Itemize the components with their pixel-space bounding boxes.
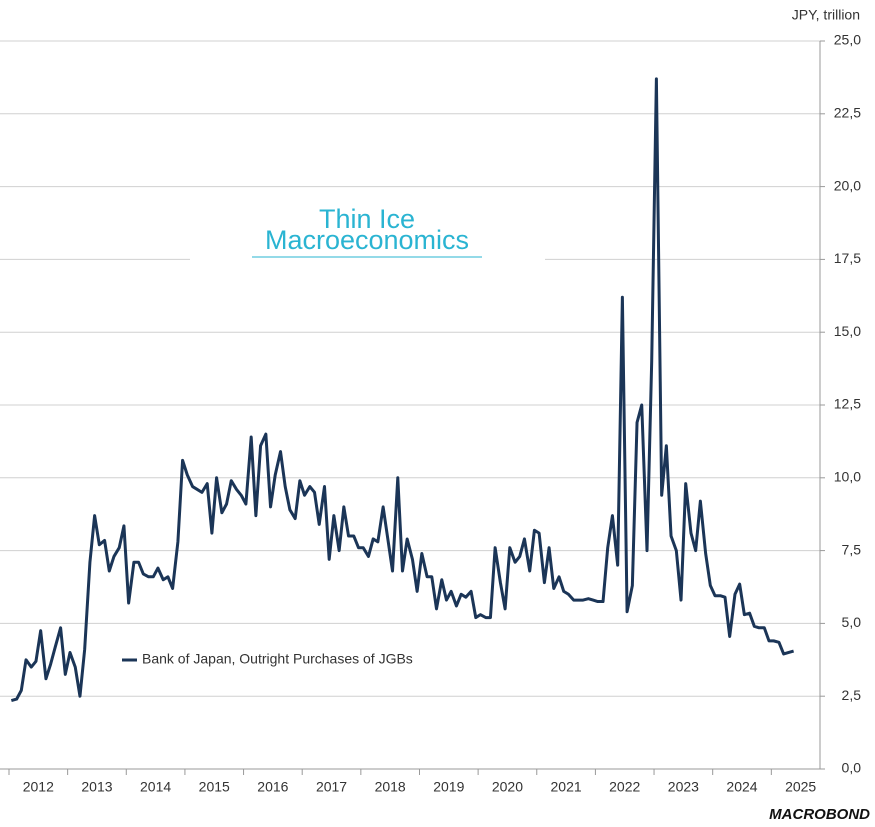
x-tick-label: 2024 xyxy=(726,779,757,795)
y-tick-label: 10,0 xyxy=(834,469,861,485)
x-tick-label: 2020 xyxy=(492,779,523,795)
data-line xyxy=(10,77,795,703)
x-tick-label: 2018 xyxy=(375,779,406,795)
y-tick-label: 0,0 xyxy=(842,760,862,776)
x-tick-label: 2023 xyxy=(668,779,699,795)
y-tick-label: 5,0 xyxy=(842,614,862,630)
logo-background xyxy=(190,195,545,275)
x-tick-label: 2025 xyxy=(785,779,816,795)
x-tick-label: 2022 xyxy=(609,779,640,795)
x-tick-label: 2017 xyxy=(316,779,347,795)
x-tick-label: 2019 xyxy=(433,779,464,795)
x-tick-label: 2016 xyxy=(257,779,288,795)
logo-line-1: Thin Ice xyxy=(319,204,415,234)
source-logo: MACROBOND xyxy=(769,806,870,823)
x-tick-label: 2014 xyxy=(140,779,171,795)
logo-line-2: Macroeconomics xyxy=(265,225,469,255)
x-tick-label: 2021 xyxy=(551,779,582,795)
y-tick-label: 25,0 xyxy=(834,32,861,48)
y-tick-label: 12,5 xyxy=(834,396,861,412)
y-tick-label: 7,5 xyxy=(842,541,862,557)
x-tick-label: 2013 xyxy=(81,779,112,795)
legend-label: Bank of Japan, Outright Purchases of JGB… xyxy=(142,651,413,667)
y-axis-label: JPY, trillion xyxy=(792,7,860,23)
y-tick-label: 15,0 xyxy=(834,323,861,339)
y-tick-label: 2,5 xyxy=(842,687,862,703)
x-tick-label: 2015 xyxy=(199,779,230,795)
y-tick-label: 20,0 xyxy=(834,177,861,193)
y-tick-label: 17,5 xyxy=(834,250,861,266)
x-tick-label: 2012 xyxy=(23,779,54,795)
y-tick-label: 22,5 xyxy=(834,105,861,121)
